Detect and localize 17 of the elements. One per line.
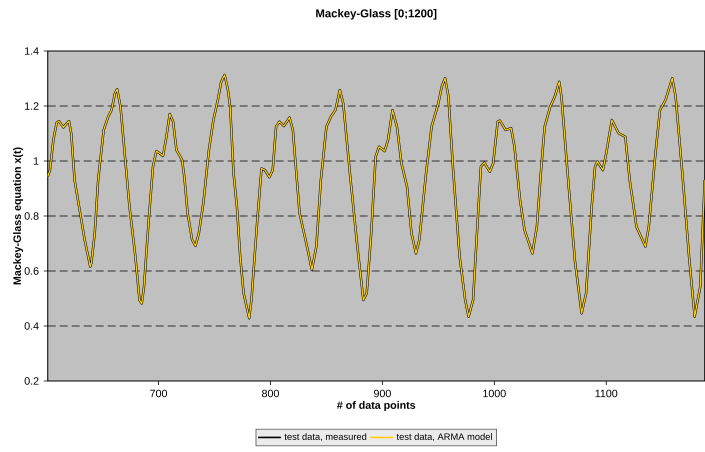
x-tick-label: 1100 <box>596 390 618 398</box>
y-tick-label: 0.6 <box>24 267 39 275</box>
y-tick-label: 0.2 <box>24 377 38 385</box>
x-tick-label: 900 <box>374 390 391 398</box>
y-tick-label: 1 <box>34 157 39 165</box>
chart-title: Mackey-Glass [0;1200] <box>316 9 436 20</box>
y-tick-label: 0.8 <box>24 212 39 220</box>
x-axis-title: # of data points <box>337 401 416 412</box>
y-tick-label: 1.4 <box>25 47 39 55</box>
y-tick-label: 0.4 <box>24 322 39 330</box>
legend-label: test data, ARMA model <box>396 433 492 442</box>
x-tick-label: 1000 <box>483 390 506 398</box>
y-axis-title: Mackey-Glass equation x(t) <box>13 147 24 284</box>
legend-label: test data, measured <box>284 433 366 442</box>
y-tick-label: 1.2 <box>25 102 38 110</box>
x-tick-label: 800 <box>262 390 279 398</box>
x-tick-label: 700 <box>150 390 168 398</box>
